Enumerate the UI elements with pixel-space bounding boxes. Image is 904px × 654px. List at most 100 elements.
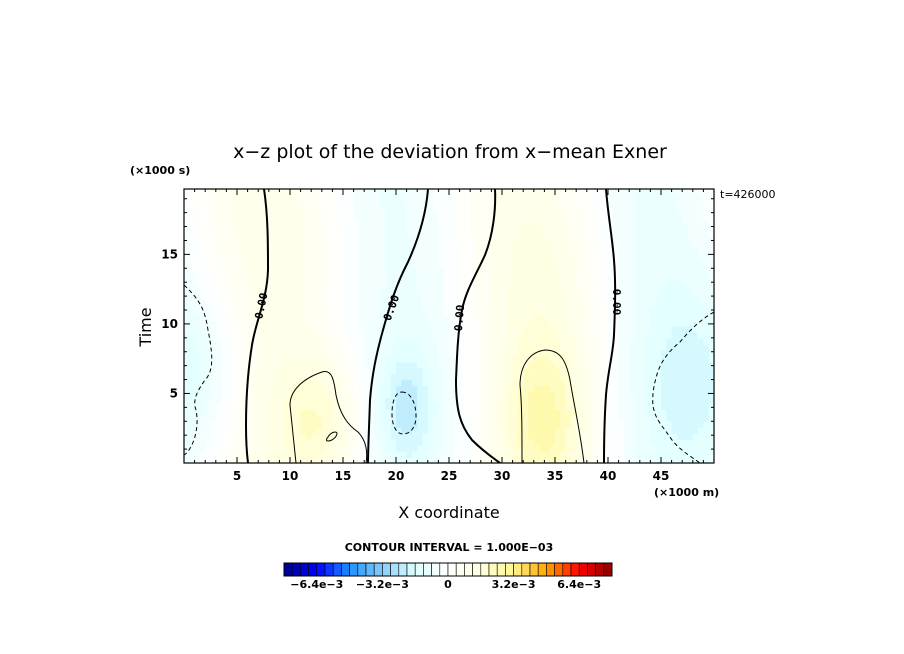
heatmap-cell xyxy=(655,248,662,256)
heatmap-cell xyxy=(433,320,439,327)
heatmap-cell xyxy=(486,457,492,463)
heatmap-cell xyxy=(300,427,307,434)
heatmap-cell xyxy=(671,266,678,273)
heatmap-cell xyxy=(358,445,365,452)
heatmap-cell xyxy=(242,445,249,452)
heatmap-cell xyxy=(565,361,572,369)
heatmap-cell xyxy=(221,224,227,232)
heatmap-cell xyxy=(401,331,408,339)
heatmap-cell xyxy=(496,343,503,351)
heatmap-cell xyxy=(613,391,620,399)
heatmap-cell xyxy=(258,254,265,262)
heatmap-cell xyxy=(602,302,609,309)
heatmap-cell xyxy=(327,248,333,256)
heatmap-cell xyxy=(470,254,477,262)
heatmap-cell xyxy=(459,331,466,339)
heatmap-cell xyxy=(184,242,190,250)
heatmap-cell xyxy=(274,451,280,458)
heatmap-cell xyxy=(189,194,196,202)
heatmap-cell xyxy=(470,260,477,268)
heatmap-cell xyxy=(586,337,593,345)
heatmap-cell xyxy=(417,415,424,422)
heatmap-cell xyxy=(533,189,540,196)
heatmap-cell xyxy=(258,284,265,291)
heatmap-cell xyxy=(231,326,238,333)
heatmap-cell xyxy=(433,343,439,351)
heatmap-cell xyxy=(618,260,625,268)
heatmap-cell xyxy=(321,254,328,262)
heatmap-cell xyxy=(258,314,265,321)
heatmap-cell xyxy=(613,421,620,428)
heatmap-cell xyxy=(555,439,561,446)
heatmap-cell xyxy=(671,409,678,416)
heatmap-cell xyxy=(512,349,519,357)
heatmap-cell xyxy=(555,242,561,250)
heatmap-cell xyxy=(263,266,270,273)
heatmap-cell xyxy=(189,218,196,226)
heatmap-cell xyxy=(279,189,286,196)
heatmap-cell xyxy=(692,403,699,410)
heatmap-cell xyxy=(576,320,583,327)
heatmap-cell xyxy=(480,397,487,405)
heatmap-cell xyxy=(433,355,439,363)
heatmap-cell xyxy=(199,349,206,357)
heatmap-cell xyxy=(390,349,397,357)
heatmap-cell xyxy=(682,397,689,405)
heatmap-cell xyxy=(316,361,323,369)
heatmap-cell xyxy=(221,439,227,446)
heatmap-cell xyxy=(279,367,286,375)
heatmap-cell xyxy=(295,421,302,428)
heatmap-cell xyxy=(454,242,461,250)
heatmap-cell xyxy=(332,415,339,422)
heatmap-cell xyxy=(321,433,328,440)
heatmap-cell xyxy=(671,248,678,256)
heatmap-cell xyxy=(284,266,291,273)
heatmap-cell xyxy=(639,284,646,291)
heatmap-cell xyxy=(247,194,254,202)
heatmap-cell xyxy=(459,218,466,226)
heatmap-cell xyxy=(274,224,280,232)
heatmap-cell xyxy=(496,337,503,345)
heatmap-cell xyxy=(411,331,418,339)
heatmap-cell xyxy=(602,367,609,375)
heatmap-cell xyxy=(565,373,572,381)
heatmap-cell xyxy=(597,451,604,458)
heatmap-cell xyxy=(480,457,487,463)
heatmap-cell xyxy=(199,433,206,440)
heatmap-cell xyxy=(528,218,535,226)
heatmap-cell xyxy=(199,439,206,446)
heatmap-cell xyxy=(692,391,699,399)
heatmap-cell xyxy=(639,349,646,357)
heatmap-cell xyxy=(358,194,365,202)
heatmap-cell xyxy=(263,451,270,458)
heatmap-cell xyxy=(512,314,519,321)
heatmap-cell xyxy=(586,415,593,422)
heatmap-cell xyxy=(290,284,296,291)
heatmap-cell xyxy=(592,343,598,351)
heatmap-cell xyxy=(337,331,344,339)
heatmap-cell xyxy=(570,445,577,452)
heatmap-cell xyxy=(221,373,227,381)
heatmap-cell xyxy=(528,337,535,345)
heatmap-cell xyxy=(533,391,540,399)
heatmap-cell xyxy=(687,236,694,244)
heatmap-cell xyxy=(480,230,487,238)
heatmap-cell xyxy=(226,290,233,297)
heatmap-cell xyxy=(316,355,323,363)
heatmap-cell xyxy=(358,379,365,387)
heatmap-cell xyxy=(629,451,636,458)
heatmap-cell xyxy=(533,194,540,202)
heatmap-cell xyxy=(380,290,386,297)
heatmap-cell xyxy=(305,379,312,387)
heatmap-cell xyxy=(438,409,445,416)
heatmap-cell xyxy=(184,200,190,208)
heatmap-cell xyxy=(570,296,577,303)
heatmap-cell xyxy=(295,236,302,244)
heatmap-cell xyxy=(284,439,291,446)
heatmap-cell xyxy=(300,194,307,202)
heatmap-cell xyxy=(210,230,217,238)
heatmap-cell xyxy=(189,230,196,238)
heatmap-cell xyxy=(459,189,466,196)
heatmap-cell xyxy=(565,200,572,208)
heatmap-cell xyxy=(226,457,233,463)
